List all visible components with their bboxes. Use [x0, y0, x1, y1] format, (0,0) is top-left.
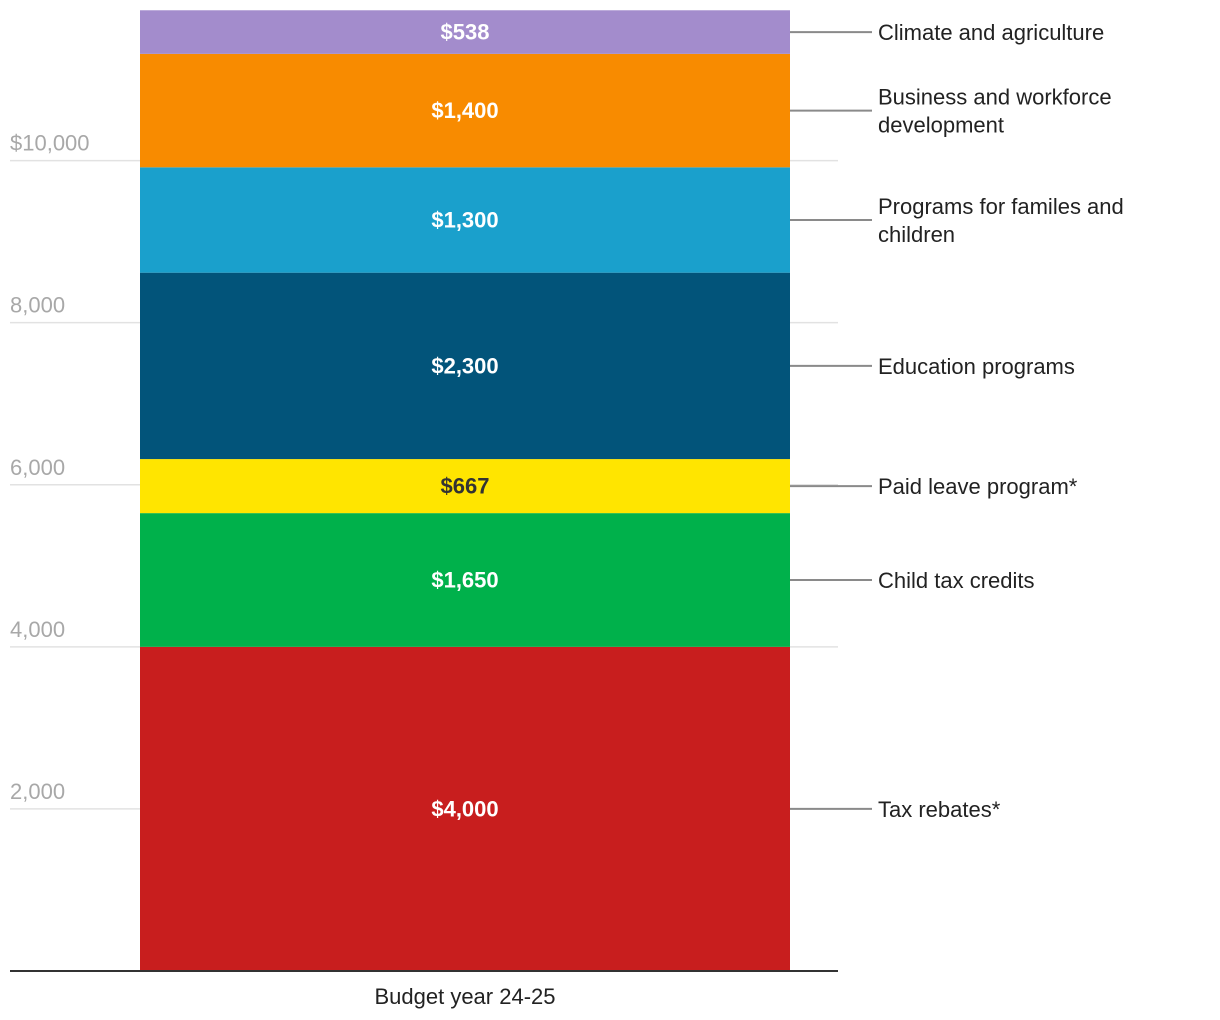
- series-label: Business and workforce development: [878, 84, 1112, 137]
- value-label: $538: [441, 20, 490, 45]
- y-tick-label: 4,000: [10, 617, 65, 642]
- bar-segment: [140, 646, 790, 971]
- value-label: $667: [441, 474, 490, 499]
- bar-stack: $4,000 $1,650 $667 $2,300 $1,300 $1,400 $538: [140, 10, 790, 971]
- series-label: Child tax credits: [878, 567, 1035, 592]
- series-label: Programs for familes and children: [878, 194, 1124, 247]
- y-tick-label: 2,000: [10, 779, 65, 804]
- series-label: Education programs: [878, 353, 1075, 378]
- y-tick-label: $10,000: [10, 131, 90, 156]
- value-label: $1,400: [431, 98, 498, 123]
- value-label: $2,300: [431, 353, 498, 378]
- x-category-label: Budget year 24-25: [374, 984, 555, 1009]
- bar-segment: [140, 53, 790, 168]
- value-label: $4,000: [431, 796, 498, 821]
- bar-segment: [140, 459, 790, 514]
- category-axis: Budget year 24-25: [374, 984, 555, 1009]
- y-tick-label: 8,000: [10, 293, 65, 318]
- series-label: Climate and agriculture: [878, 20, 1104, 45]
- value-label: $1,300: [431, 208, 498, 233]
- bar-segment: [140, 10, 790, 54]
- bar-segment: [140, 272, 790, 460]
- series-labels: Tax rebates* Child tax credits Paid leave …: [790, 20, 1124, 821]
- y-tick-label: 6,000: [10, 455, 65, 480]
- series-label: Tax rebates*: [878, 796, 1001, 821]
- bar-segment: [140, 167, 790, 273]
- bar-segment: [140, 513, 790, 647]
- value-label: $1,650: [431, 567, 498, 592]
- series-label: Paid leave program*: [878, 474, 1078, 499]
